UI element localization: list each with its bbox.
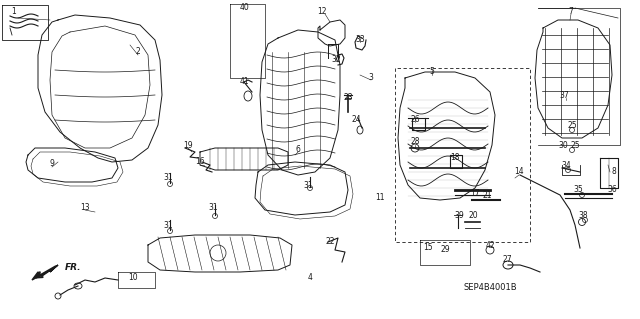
Text: 31: 31 — [163, 220, 173, 229]
Text: SEP4B4001B: SEP4B4001B — [463, 284, 517, 293]
Text: 4: 4 — [308, 273, 312, 283]
Text: 42: 42 — [485, 241, 495, 250]
Text: 17: 17 — [470, 189, 480, 197]
Text: 2: 2 — [136, 48, 140, 56]
Polygon shape — [32, 265, 58, 280]
Text: 22: 22 — [325, 238, 335, 247]
Text: 1: 1 — [12, 8, 17, 17]
Text: 14: 14 — [514, 167, 524, 176]
Text: 25: 25 — [567, 121, 577, 130]
Text: 11: 11 — [375, 194, 385, 203]
Text: 5: 5 — [429, 68, 435, 77]
Text: 13: 13 — [80, 204, 90, 212]
Text: 10: 10 — [128, 273, 138, 283]
Text: 20: 20 — [468, 211, 478, 220]
Text: 6: 6 — [296, 145, 300, 154]
Text: 3: 3 — [369, 73, 373, 83]
Text: 41: 41 — [239, 78, 249, 86]
Text: 15: 15 — [423, 242, 433, 251]
Text: 31: 31 — [208, 204, 218, 212]
Text: 12: 12 — [317, 8, 327, 17]
Text: 23: 23 — [343, 93, 353, 102]
Text: 31: 31 — [163, 174, 173, 182]
Text: 7: 7 — [568, 6, 573, 16]
Text: 19: 19 — [183, 140, 193, 150]
Text: 37: 37 — [559, 91, 569, 100]
Text: 38: 38 — [578, 211, 588, 219]
Text: 36: 36 — [607, 186, 617, 195]
Text: FR.: FR. — [65, 263, 81, 272]
Text: 33: 33 — [355, 35, 365, 44]
Text: 29: 29 — [440, 246, 450, 255]
Text: 32: 32 — [331, 56, 341, 64]
Text: 34: 34 — [561, 160, 571, 169]
Text: 35: 35 — [573, 186, 583, 195]
Text: 9: 9 — [49, 160, 54, 168]
Text: 8: 8 — [612, 167, 616, 176]
Text: 40: 40 — [240, 4, 250, 12]
Text: 28: 28 — [410, 137, 420, 146]
Text: 16: 16 — [195, 158, 205, 167]
Text: 25: 25 — [570, 140, 580, 150]
Text: 39: 39 — [454, 211, 464, 219]
Text: 31: 31 — [303, 181, 313, 189]
Text: 27: 27 — [502, 256, 512, 264]
Text: 26: 26 — [410, 115, 420, 124]
Text: 18: 18 — [451, 152, 460, 161]
Text: 21: 21 — [483, 190, 492, 199]
Text: 30: 30 — [558, 140, 568, 150]
Text: 24: 24 — [351, 115, 361, 124]
